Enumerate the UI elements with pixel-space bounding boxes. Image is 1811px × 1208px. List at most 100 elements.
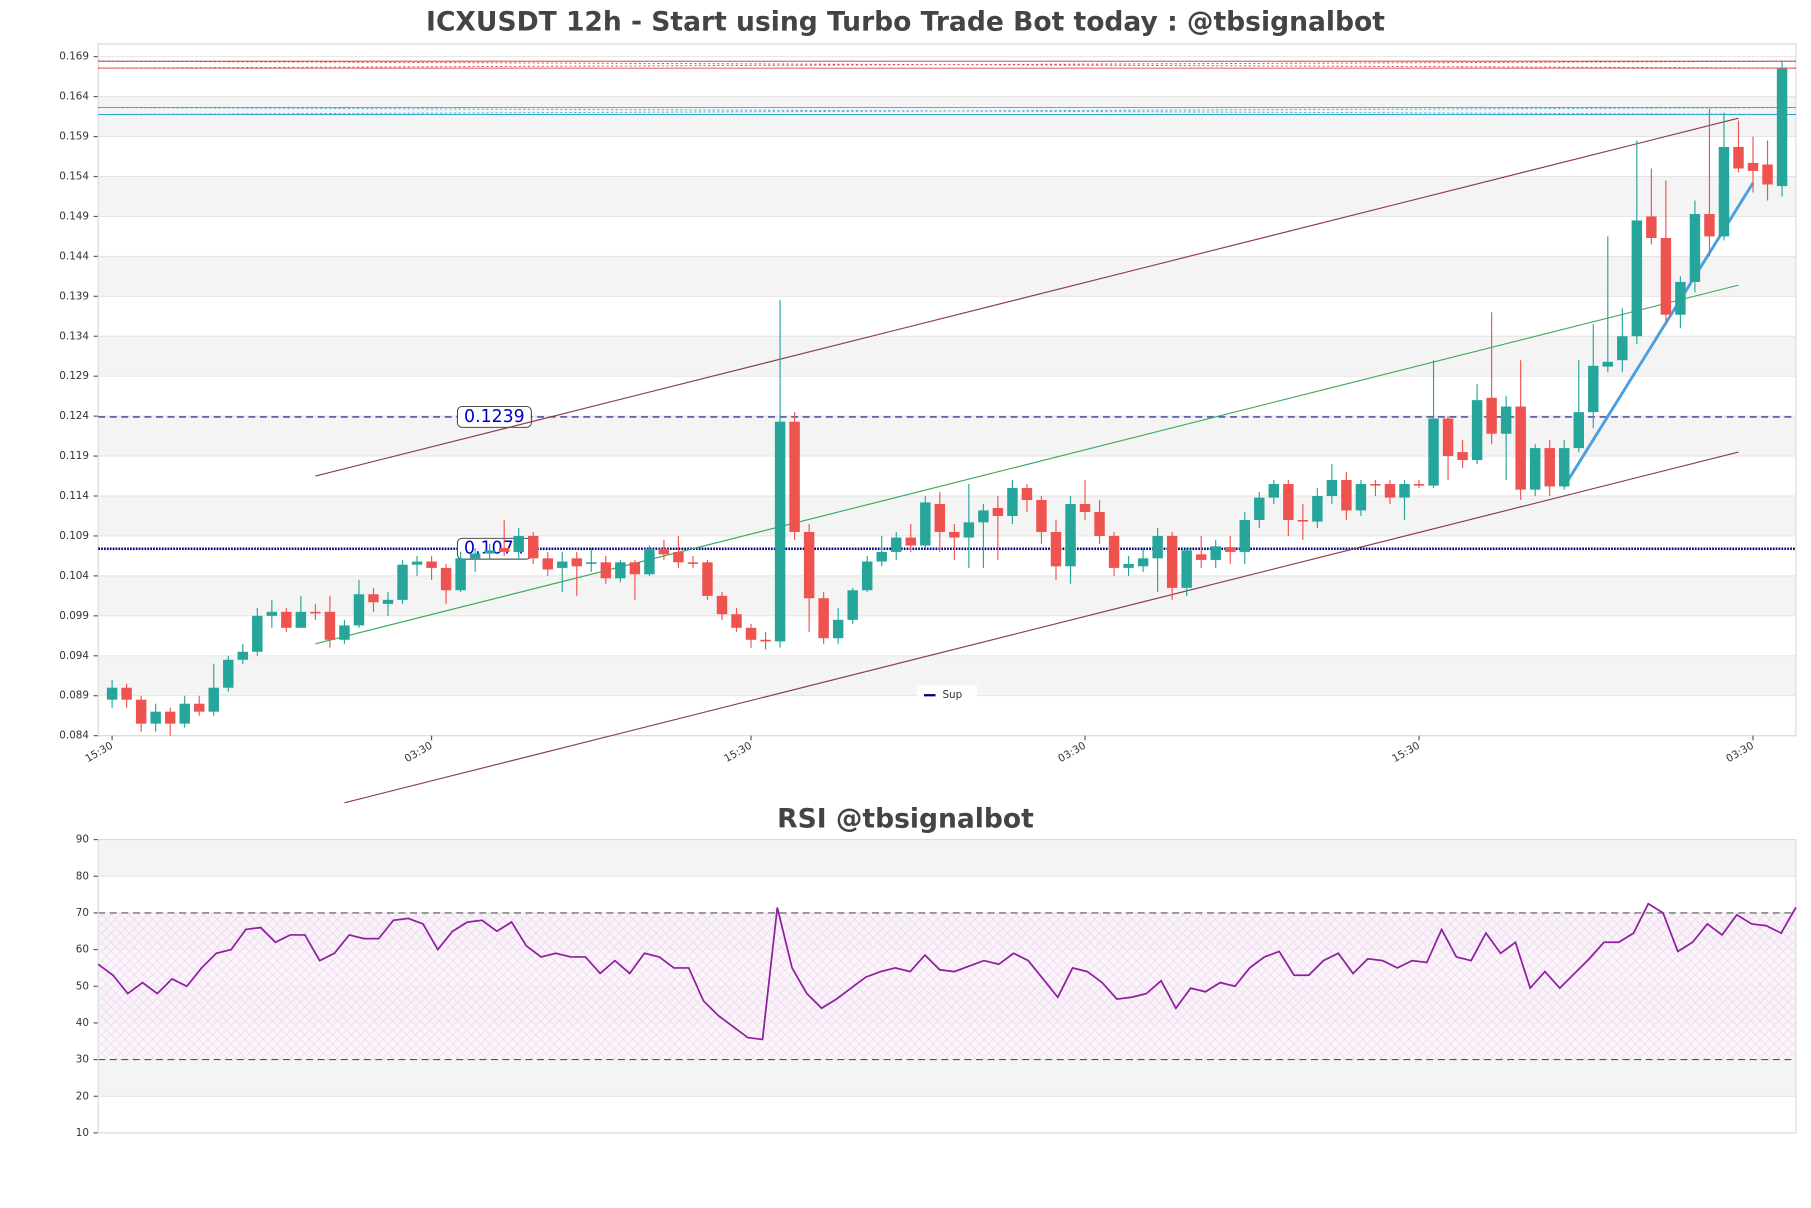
candle-body	[1646, 216, 1657, 238]
candle-body	[194, 703, 205, 712]
rsi-title: RSI @tbsignalbot	[777, 803, 1034, 834]
y-tick-label: 0.169	[59, 51, 89, 63]
y-tick-label: 0.104	[59, 570, 89, 582]
candle-body	[1355, 484, 1367, 511]
candle-body	[237, 651, 249, 660]
candle-body	[1428, 418, 1439, 486]
y-tick-label: 50	[76, 980, 89, 992]
candle-body	[498, 547, 510, 552]
legend-label: Sup	[942, 689, 962, 701]
candle-body	[1065, 504, 1076, 567]
candle-body	[411, 561, 423, 565]
candle-body	[1283, 484, 1294, 520]
candle-body	[542, 558, 553, 570]
candle-body	[1210, 546, 1221, 560]
trend-line	[315, 117, 1739, 477]
grid-band	[98, 839, 1796, 877]
y-tick-label: 0.149	[59, 210, 89, 222]
candle-body	[1399, 484, 1410, 498]
candle-body	[324, 611, 336, 640]
candle-body	[1225, 547, 1236, 552]
rsi-band	[98, 912, 1796, 1060]
candle-body	[731, 614, 742, 628]
candle-body	[760, 639, 771, 642]
candle-body	[1036, 500, 1047, 532]
candle-body	[121, 687, 132, 700]
candle-body	[281, 611, 292, 628]
candle-body	[1254, 497, 1265, 520]
candle-body	[702, 562, 713, 596]
candle-body	[1471, 400, 1483, 461]
candle-body	[615, 562, 626, 579]
candle-body	[1094, 511, 1105, 536]
candle-body	[1486, 397, 1497, 434]
y-tick-label: 90	[76, 834, 89, 846]
rsi-line	[97, 902, 1797, 1041]
x-tick-label: 15:30	[722, 740, 754, 765]
trend-line	[315, 284, 1739, 645]
y-tick-label: 0.139	[59, 290, 89, 302]
y-tick-label: 0.164	[59, 91, 89, 103]
candle-body	[1660, 237, 1672, 315]
candle-body	[1137, 558, 1149, 567]
candle-body	[716, 595, 728, 615]
candle-body	[339, 625, 350, 640]
x-tick-label: 15:30	[1390, 740, 1422, 765]
candle-body	[208, 687, 219, 712]
candle-body	[1108, 535, 1120, 568]
candle-body	[745, 627, 757, 640]
candle-body	[1500, 406, 1512, 434]
candle-body	[600, 562, 612, 579]
candle-body	[832, 619, 844, 639]
candle-body	[1341, 480, 1352, 511]
y-tick-label: 0.089	[59, 690, 89, 702]
y-tick-label: 0.124	[59, 410, 89, 422]
candle-body	[1007, 488, 1018, 516]
grid-band	[98, 575, 1796, 616]
y-tick-label: 60	[76, 944, 89, 956]
x-tick-label: 03:30	[1056, 740, 1088, 765]
y-tick-label: 0.144	[59, 250, 89, 262]
candle-body	[1413, 484, 1425, 486]
y-tick-label: 70	[76, 907, 89, 919]
candle-body	[1181, 550, 1192, 588]
candle-body	[1559, 448, 1570, 487]
candle-body	[1442, 418, 1454, 457]
candle-body	[774, 421, 786, 642]
candle-body	[1021, 488, 1033, 501]
y-tick-label: 10	[76, 1127, 89, 1139]
candle-body	[1050, 531, 1062, 567]
y-tick-label: 40	[76, 1017, 89, 1029]
candle-body	[1573, 412, 1584, 449]
candle-body	[1704, 214, 1715, 237]
candle-body	[368, 594, 379, 603]
y-tick-label: 0.084	[59, 730, 89, 742]
chart-title: ICXUSDT 12h - Start using Turbo Trade Bo…	[426, 7, 1385, 38]
candle-body	[920, 502, 931, 546]
candle-body	[469, 553, 481, 559]
candle-body	[658, 548, 670, 555]
candle-body	[1312, 496, 1323, 522]
candle-body	[1515, 406, 1526, 490]
candle-body	[426, 561, 437, 568]
y-tick-label: 0.134	[59, 330, 89, 342]
x-tick-label: 15:30	[83, 740, 115, 765]
grid-band	[98, 176, 1796, 217]
candle-body	[150, 711, 161, 724]
y-tick-label: 0.154	[59, 170, 89, 182]
y-tick-label: 0.114	[59, 490, 89, 502]
candle-body	[847, 590, 858, 620]
level-line	[98, 60, 1796, 69]
candle-body	[1762, 164, 1773, 185]
candle-body	[455, 558, 466, 591]
y-tick-label: 0.094	[59, 650, 89, 662]
level-label-box	[456, 406, 532, 428]
candle-body	[978, 510, 989, 523]
candle-body	[1326, 480, 1338, 497]
frame	[97, 43, 1797, 737]
legend-box	[917, 684, 978, 706]
candle-body	[1166, 535, 1178, 588]
candle-body	[1239, 519, 1250, 552]
candle-body	[295, 611, 307, 628]
